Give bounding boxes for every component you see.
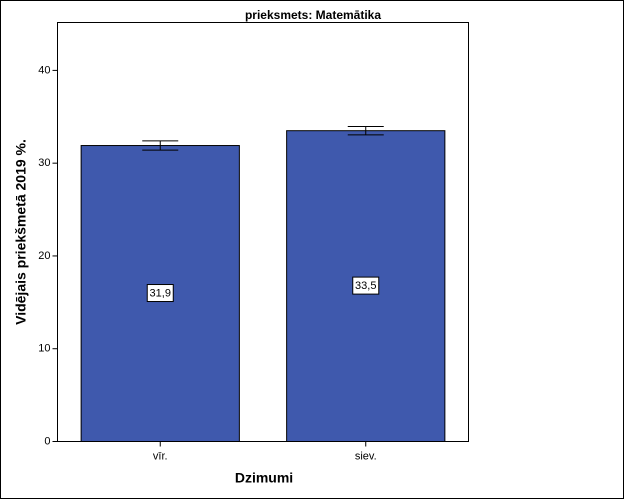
y-tick-label: 30 xyxy=(38,157,50,169)
error-bar xyxy=(142,140,179,151)
chart-title: prieksmets: Matemātika xyxy=(245,8,381,22)
y-tick-label: 20 xyxy=(38,250,50,262)
y-tick-label: 10 xyxy=(38,343,50,355)
x-tick-label: siev. xyxy=(355,450,377,462)
y-tick-label: 40 xyxy=(38,64,50,76)
value-label-box xyxy=(146,284,174,303)
x-tick-label: vīr. xyxy=(153,450,168,462)
y-tick-label: 0 xyxy=(44,435,50,447)
value-label-box xyxy=(352,276,380,295)
value-label: 31,9 xyxy=(150,287,171,299)
y-axis-title: Vidējais priekšmetā 2019 %. xyxy=(13,139,29,325)
error-bar xyxy=(347,126,384,136)
x-axis-title: Dzimumi xyxy=(235,470,293,486)
value-label: 33,5 xyxy=(355,280,376,292)
